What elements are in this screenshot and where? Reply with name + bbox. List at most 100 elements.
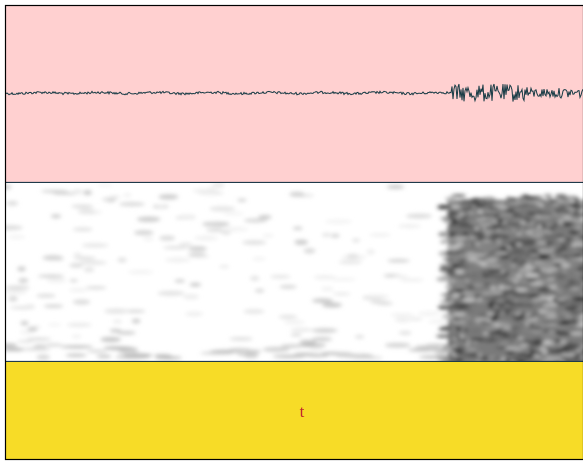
spectrogram-speckle	[376, 301, 393, 306]
spectrogram-noise	[538, 292, 547, 295]
spectrogram-noise	[562, 268, 568, 273]
spectrogram-noise	[571, 203, 583, 209]
spectrogram-noise	[552, 259, 567, 263]
spectrogram-speckle	[399, 278, 424, 282]
spectrogram-noise	[437, 204, 450, 210]
spectrogram-speckle	[194, 235, 219, 241]
spectrogram-speckle	[47, 323, 62, 326]
spectrogram-noise	[492, 213, 500, 218]
spectrogram-noise	[465, 315, 471, 320]
spectrogram-speckle	[133, 230, 154, 236]
spectrogram-noise	[578, 355, 583, 360]
spectrogram-noise	[450, 205, 461, 209]
spectrogram-speckle	[127, 269, 154, 275]
spectrogram-noise	[440, 217, 456, 220]
spectrogram-noise	[509, 197, 518, 203]
spectrogram-noise	[472, 254, 487, 257]
spectrogram-noise	[559, 212, 565, 217]
spectrogram-noise	[449, 314, 457, 318]
spectrogram-speckle	[46, 278, 67, 283]
spectrogram-noise	[477, 209, 484, 215]
spectrogram-speckle	[26, 337, 52, 341]
spectrogram-noise	[573, 245, 583, 249]
spectrogram-noise	[499, 234, 510, 238]
spectrogram-noise	[563, 224, 572, 227]
spectrogram-noise	[443, 356, 451, 360]
spectrogram-noise	[496, 302, 507, 308]
spectrogram-noise	[507, 341, 515, 344]
spectrogram-noise	[515, 322, 527, 328]
spectrogram-speckle	[131, 318, 141, 324]
text-tier[interactable]	[6, 362, 583, 459]
spectrogram-noise	[560, 360, 565, 361]
spectrogram-speckle	[43, 304, 64, 308]
spectrogram-speckle	[189, 282, 202, 287]
spectrogram-noise	[533, 354, 540, 358]
spectrogram-noise	[483, 332, 488, 335]
spectrogram-speckle	[60, 345, 94, 349]
spectrogram-speckle	[254, 288, 265, 293]
spectrogram-noise	[497, 322, 508, 326]
spectrogram-noise	[543, 194, 553, 198]
spectrogram-noise	[478, 313, 489, 317]
spectrogram-noise	[531, 297, 544, 303]
spectrogram-noise	[565, 253, 576, 257]
spectrogram-noise	[436, 276, 450, 282]
spectrogram-noise	[452, 347, 457, 351]
spectrogram-speckle	[272, 354, 306, 358]
spectrogram-speckle	[209, 206, 236, 212]
spectrogram-noise	[491, 234, 502, 239]
spectrogram-noise	[472, 283, 483, 289]
spectrogram-speckle	[312, 298, 334, 303]
spectrogram-noise	[555, 209, 571, 213]
spectrogram-noise	[500, 286, 513, 290]
spectrogram-speckle	[83, 190, 92, 196]
spectrogram-noise	[508, 247, 525, 251]
spectrogram-noise	[462, 207, 475, 212]
spectrogram-noise	[451, 293, 461, 298]
spectrogram-noise	[486, 338, 503, 341]
spectrogram-noise	[450, 320, 458, 323]
spectrogram-noise	[502, 289, 518, 295]
spectrogram-speckle	[6, 285, 30, 291]
spectrogram-speckle	[103, 346, 135, 350]
spectrogram-noise	[467, 239, 482, 243]
spectrogram-noise	[569, 258, 580, 261]
spectrogram-noise	[560, 320, 571, 324]
spectrogram-noise	[474, 226, 480, 231]
spectrogram-noise	[551, 251, 563, 256]
spectrogram-speckle	[117, 331, 136, 335]
spectrogram-noise	[545, 314, 558, 319]
spectrogram-noise	[550, 357, 563, 361]
spectrogram-noise	[460, 291, 475, 296]
spectrogram-speckle	[97, 184, 113, 187]
spectrogram-noise	[533, 259, 543, 265]
spectrogram-noise	[529, 282, 544, 286]
spectrogram-noise	[486, 269, 503, 273]
spectrogram-speckle	[346, 254, 359, 258]
spectrogram-noise	[491, 225, 504, 229]
spectrogram-speckle	[73, 253, 82, 257]
spectrogram-noise	[515, 260, 529, 265]
spectrogram-speckle	[408, 317, 423, 321]
spectrogram-speckle	[262, 346, 290, 353]
spectrogram-speckle	[69, 263, 84, 268]
spectrogram-noise	[442, 345, 452, 351]
spectrogram-speckle	[294, 239, 308, 245]
spectrogram-speckle	[192, 188, 219, 194]
spectrogram-speckle	[36, 293, 56, 298]
spectrogram-noise	[561, 237, 575, 241]
spectrogram-noise	[538, 287, 552, 292]
spectrogram-noise	[514, 319, 521, 322]
spectrogram-speckle	[164, 257, 191, 263]
spectrogram-speckle	[117, 351, 138, 355]
spectrogram-noise	[459, 334, 465, 339]
spectrogram-noise	[491, 211, 500, 214]
spectrogram-noise	[520, 312, 527, 316]
spectrogram-noise	[464, 273, 480, 279]
spectrogram-speckle	[241, 240, 267, 245]
spectrogram-noise	[456, 333, 461, 337]
spectrogram-noise	[446, 227, 462, 233]
spectrogram-noise	[538, 254, 551, 259]
spectrogram-noise	[557, 238, 565, 241]
